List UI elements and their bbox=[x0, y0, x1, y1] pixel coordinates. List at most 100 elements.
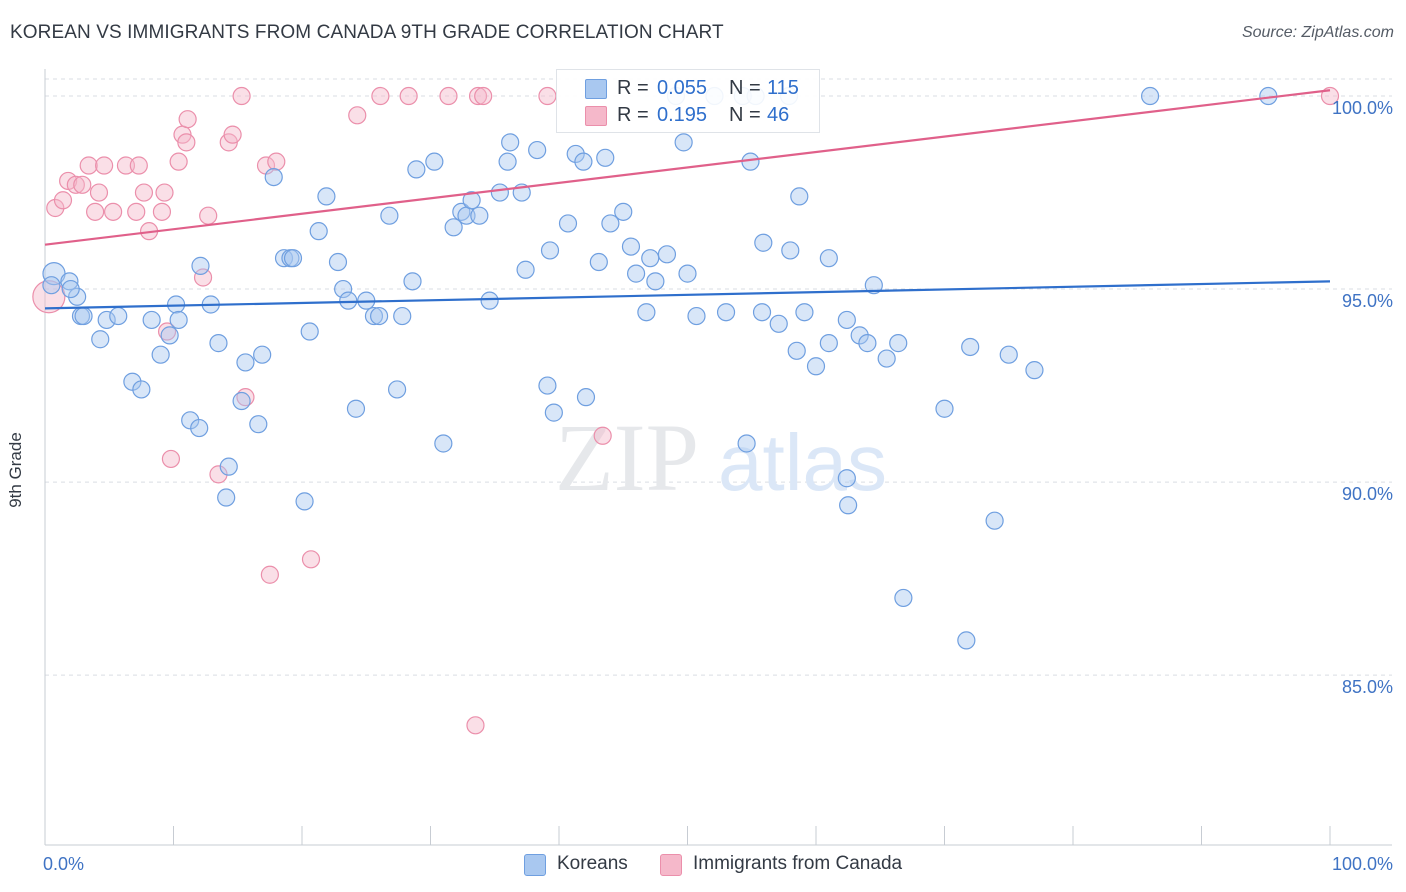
data-point-koreans bbox=[462, 191, 481, 210]
data-point-koreans bbox=[191, 256, 210, 275]
data-point-koreans bbox=[674, 133, 693, 152]
data-point-koreans bbox=[837, 469, 856, 488]
data-point-koreans bbox=[626, 264, 646, 283]
data-point-immigrants bbox=[152, 202, 172, 221]
data-point-koreans bbox=[790, 187, 809, 206]
data-point-koreans bbox=[558, 214, 578, 233]
data-point-immigrants bbox=[468, 86, 488, 106]
data-point-koreans bbox=[407, 160, 426, 179]
data-point-koreans bbox=[160, 326, 179, 345]
data-point-immigrants bbox=[53, 191, 73, 210]
data-point-koreans bbox=[657, 245, 677, 264]
data-point-koreans bbox=[781, 241, 800, 260]
data-point-koreans bbox=[219, 457, 238, 476]
data-point-koreans bbox=[380, 206, 399, 225]
data-point-koreans bbox=[403, 272, 422, 291]
legend-swatch-immigrants bbox=[660, 854, 682, 876]
legend-r-label: R = bbox=[617, 77, 649, 99]
data-point-koreans bbox=[169, 310, 188, 330]
legend-swatch-immigrants bbox=[585, 106, 607, 126]
data-point-immigrants bbox=[161, 449, 181, 469]
data-point-koreans bbox=[769, 314, 788, 333]
data-point-koreans bbox=[253, 345, 272, 364]
data-point-immigrants bbox=[439, 86, 458, 106]
data-point-koreans bbox=[151, 345, 170, 364]
legend-n-value: 115 bbox=[767, 77, 799, 99]
data-point-koreans bbox=[334, 279, 353, 299]
data-point-koreans bbox=[864, 276, 883, 295]
data-point-koreans bbox=[1140, 86, 1160, 106]
legend-label-immigrants: Immigrants from Canada bbox=[693, 853, 903, 874]
data-point-koreans bbox=[498, 152, 517, 171]
data-point-koreans bbox=[1025, 361, 1044, 380]
data-point-immigrants bbox=[260, 565, 279, 584]
stats-legend: R = 0.055 N = 115 R = 0.195 N = 46 bbox=[556, 69, 820, 133]
data-point-immigrants bbox=[193, 268, 213, 287]
data-point-immigrants bbox=[129, 156, 148, 175]
trend-line-koreans bbox=[44, 280, 1331, 310]
data-point-koreans bbox=[295, 492, 314, 511]
data-point-immigrants bbox=[79, 156, 98, 175]
legend-swatch-koreans bbox=[585, 79, 607, 99]
data-point-koreans bbox=[387, 380, 407, 399]
data-point-immigrants bbox=[66, 175, 85, 194]
y-tick-label: 95.0% bbox=[1342, 291, 1393, 311]
data-point-koreans bbox=[190, 418, 209, 438]
x-tick-label: 100.0% bbox=[1332, 854, 1393, 874]
data-point-koreans bbox=[716, 303, 736, 322]
data-point-koreans bbox=[538, 376, 557, 395]
data-point-koreans bbox=[470, 206, 489, 225]
data-point-koreans bbox=[516, 260, 535, 279]
data-point-koreans bbox=[328, 252, 348, 272]
data-point-koreans bbox=[806, 357, 826, 376]
data-point-koreans bbox=[752, 303, 772, 322]
data-point-immigrants bbox=[169, 152, 188, 171]
data-point-immigrants bbox=[593, 426, 612, 445]
data-point-koreans bbox=[264, 167, 283, 187]
data-point-koreans bbox=[42, 276, 61, 295]
data-point-immigrants bbox=[267, 152, 286, 171]
data-point-immigrants bbox=[399, 86, 418, 106]
data-point-koreans bbox=[61, 279, 80, 299]
data-point-koreans bbox=[737, 434, 756, 453]
data-point-koreans bbox=[109, 306, 128, 326]
data-point-immigrants bbox=[46, 198, 65, 218]
data-point-immigrants bbox=[177, 133, 196, 152]
x-tick-label: 0.0% bbox=[43, 854, 84, 874]
data-point-koreans bbox=[528, 140, 547, 160]
y-tick-label: 90.0% bbox=[1342, 484, 1393, 504]
data-point-koreans bbox=[754, 233, 773, 252]
data-point-koreans bbox=[889, 334, 908, 353]
data-point-koreans bbox=[501, 133, 520, 152]
data-point-koreans bbox=[985, 511, 1004, 530]
legend-label-koreans: Koreans bbox=[557, 853, 628, 874]
source-label: Source: ZipAtlas.com bbox=[1241, 24, 1394, 41]
data-point-koreans bbox=[957, 631, 976, 650]
data-point-koreans bbox=[837, 310, 856, 330]
trend-lines bbox=[44, 89, 1331, 310]
data-point-koreans bbox=[678, 264, 697, 283]
data-point-immigrants bbox=[348, 106, 367, 125]
data-point-koreans bbox=[346, 399, 366, 418]
data-point-koreans bbox=[935, 399, 954, 418]
data-point-koreans bbox=[687, 306, 706, 326]
data-point-koreans bbox=[317, 187, 336, 206]
data-point-koreans bbox=[877, 349, 896, 368]
data-point-immigrants bbox=[466, 716, 485, 735]
data-point-koreans bbox=[393, 306, 412, 326]
legend-swatch-koreans bbox=[524, 854, 546, 876]
y-tick-label: 100.0% bbox=[1332, 98, 1393, 118]
trend-line-immigrants bbox=[44, 89, 1331, 246]
data-point-koreans bbox=[574, 152, 593, 171]
data-point-koreans bbox=[637, 303, 656, 322]
data-point-immigrants bbox=[32, 280, 66, 314]
data-point-koreans bbox=[819, 334, 838, 353]
data-point-koreans bbox=[961, 337, 980, 357]
data-point-koreans bbox=[894, 588, 913, 608]
data-point-koreans bbox=[300, 322, 319, 341]
data-point-koreans bbox=[819, 249, 838, 268]
data-point-koreans bbox=[576, 388, 596, 407]
data-point-koreans bbox=[614, 202, 633, 221]
data-point-koreans bbox=[999, 345, 1018, 364]
